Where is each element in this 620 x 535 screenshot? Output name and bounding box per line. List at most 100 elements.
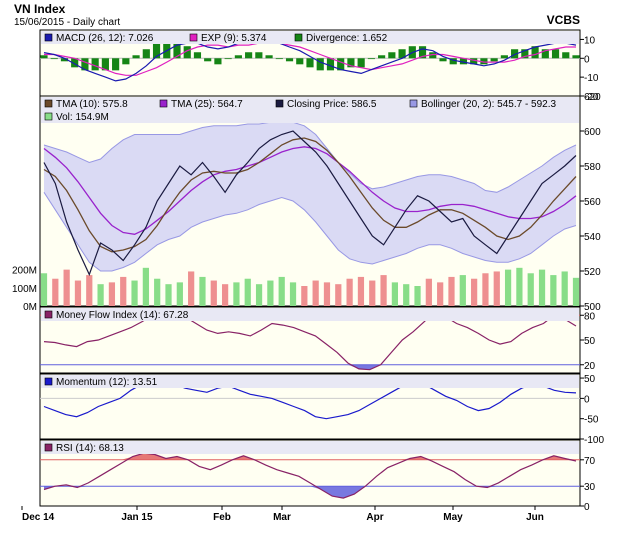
divergence-bar xyxy=(429,52,437,59)
divergence-bar xyxy=(306,58,314,68)
price-legend-swatch xyxy=(44,99,53,108)
divergence-bar xyxy=(572,55,580,59)
volume-bar xyxy=(482,273,489,306)
divergence-bar xyxy=(214,58,222,65)
source-label: VCBS xyxy=(547,13,580,27)
price-tick-label: 600 xyxy=(584,127,601,138)
rsi-tick-label: 0 xyxy=(584,502,590,513)
volume-bar xyxy=(323,282,331,306)
momentum-tick-label: 0 xyxy=(584,394,590,405)
volume-bar xyxy=(538,269,546,306)
rsi-legend-bg xyxy=(41,441,579,454)
volume-bar xyxy=(233,282,240,306)
divergence-bar xyxy=(71,58,79,68)
bollinger-lower xyxy=(43,192,577,272)
volume-bar xyxy=(516,267,523,306)
macd-line xyxy=(43,38,577,82)
volume-bar xyxy=(459,275,466,306)
divergence-bar xyxy=(367,58,375,60)
divergence-bar xyxy=(50,58,58,60)
volume-bar xyxy=(414,286,421,306)
divergence-bar xyxy=(490,58,498,62)
divergence-bar xyxy=(337,58,345,71)
tma25-line xyxy=(43,146,577,235)
price-legend-label: Closing Price: 586.5 xyxy=(287,99,377,110)
macd-legend-label: MACD (26, 12): 7.026 xyxy=(56,33,154,44)
price-tick-label: 500 xyxy=(584,302,601,313)
divergence-bar xyxy=(378,55,386,59)
volume-bar xyxy=(199,276,206,306)
divergence-bar xyxy=(439,58,447,62)
closing-price-line xyxy=(43,130,577,277)
x-axis-label: Apr xyxy=(366,512,383,523)
divergence-bar xyxy=(101,58,109,71)
volume-bar xyxy=(561,271,568,306)
chart-layer: MACD (26, 12): 7.026 EXP (9): 5.374 Diverg… xyxy=(12,29,604,523)
mfi-legend-swatch xyxy=(44,310,53,319)
price-legend-swatch xyxy=(409,99,418,108)
volume-bar xyxy=(335,284,342,306)
momentum-tick-label: -100 xyxy=(584,435,604,446)
divergence-bar xyxy=(326,58,335,71)
volume-tick-label: 200M xyxy=(12,266,37,277)
momentum-legend-swatch xyxy=(44,377,53,386)
volume-bar xyxy=(369,280,376,306)
momentum-line xyxy=(43,379,577,420)
divergence-bar xyxy=(173,40,181,59)
mfi-tick-label: 80 xyxy=(584,311,596,322)
divergence-bar xyxy=(285,58,294,62)
divergence-bar xyxy=(459,58,468,65)
bollinger-upper xyxy=(43,121,577,193)
volume-bar xyxy=(188,271,195,306)
divergence-bar xyxy=(418,46,427,59)
divergence-bar xyxy=(470,58,478,65)
macd-legend-swatch xyxy=(189,33,198,42)
volume-bar xyxy=(471,278,478,306)
volume-bar xyxy=(86,275,93,306)
divergence-bar xyxy=(388,52,396,59)
divergence-bar xyxy=(112,58,120,71)
volume-bar xyxy=(52,278,59,306)
divergence-bar xyxy=(60,58,69,62)
volume-tick-label: 100M xyxy=(12,284,37,295)
price-legend-label: Bollinger (20, 2): 545.7 - 592.3 xyxy=(421,99,557,110)
x-axis-label: Jan 15 xyxy=(121,512,153,523)
divergence-bar xyxy=(316,58,324,71)
x-axis-label: Jun xyxy=(526,512,544,523)
divergence-bar xyxy=(163,40,171,59)
volume-bar xyxy=(301,286,308,306)
bollinger-band xyxy=(44,122,576,271)
macd-tick-label: -20 xyxy=(584,92,599,103)
divergence-bar xyxy=(152,40,161,59)
divergence-bar xyxy=(398,49,406,59)
price-legend-swatch xyxy=(159,99,168,108)
volume-bar xyxy=(312,280,319,306)
price-tick-label: 620 xyxy=(584,92,601,103)
volume-bar xyxy=(108,282,116,306)
volume-bar xyxy=(527,273,534,306)
divergence-bar xyxy=(122,58,130,65)
divergence-bar xyxy=(234,55,242,59)
divergence-bar xyxy=(275,58,283,60)
divergence-bar xyxy=(500,55,508,59)
macd-tick-label: 10 xyxy=(584,35,596,46)
divergence-bar xyxy=(142,49,150,59)
divergence-bar xyxy=(449,58,457,65)
divergence-bar xyxy=(224,58,232,60)
momentum-tick-label: -50 xyxy=(584,415,599,426)
volume-bar xyxy=(97,284,104,306)
divergence-bar xyxy=(204,58,212,62)
chart-title: VN Index xyxy=(14,2,66,16)
macd-legend-bg xyxy=(41,31,579,44)
volume-bar xyxy=(278,276,285,306)
price-tick-label: 560 xyxy=(584,197,601,208)
chart-subtitle: 15/06/2015 - Daily chart xyxy=(14,17,120,28)
macd-legend-swatch xyxy=(44,33,53,42)
volume-bar xyxy=(550,275,557,306)
price-legend-swatch xyxy=(44,112,53,121)
volume-bar xyxy=(255,284,263,306)
x-axis-label: Mar xyxy=(273,512,291,523)
x-axis-label: Feb xyxy=(213,512,231,523)
divergence-bar xyxy=(531,46,539,59)
volume-bar xyxy=(210,280,217,306)
